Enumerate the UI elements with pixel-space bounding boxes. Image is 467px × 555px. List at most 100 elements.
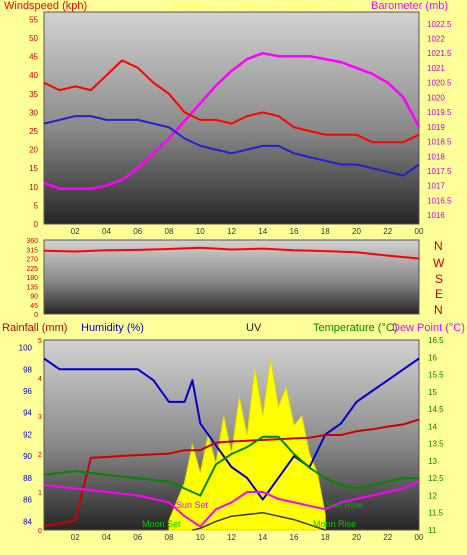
uv-title: UV <box>246 322 262 334</box>
barometer-title: Barometer (mb) <box>371 0 449 12</box>
temperature-y-tick: 12.5 <box>428 474 444 483</box>
time-x-tick: 12 <box>227 227 236 236</box>
time-x-tick: 18 <box>321 227 330 236</box>
humidity-y-tick: 94 <box>23 409 32 418</box>
moon-rise-label: Moon Rise <box>313 519 357 529</box>
temperature-y-tick: 13.5 <box>428 440 444 449</box>
time-x-tick: 10 <box>196 227 205 236</box>
rainfall-line <box>43 418 420 528</box>
wind-y-tick: 5 <box>34 201 39 210</box>
humidity-y-tick: 92 <box>23 430 32 439</box>
time-x-tick: 18 <box>321 533 330 542</box>
wind-y-tick: 55 <box>29 15 38 24</box>
direction-y-tick: 180 <box>26 275 38 282</box>
temperature-title: Temperature (°C) <box>313 322 398 334</box>
wind-y-tick: 35 <box>29 90 38 99</box>
temperature-y-tick: 13 <box>428 457 437 466</box>
solar-line <box>192 511 326 531</box>
time-x-tick: 10 <box>196 533 205 542</box>
time-x-tick: 00 <box>415 227 424 236</box>
time-x-tick: 06 <box>133 227 142 236</box>
barometer-y-tick: 1019 <box>427 123 445 132</box>
humidity-title: Humidity (%) <box>81 322 144 334</box>
barometer-y-tick: 1018.5 <box>427 138 452 147</box>
temperature-y-tick: 15.5 <box>428 371 444 380</box>
humidity-line <box>43 357 420 501</box>
time-x-tick: 22 <box>383 533 392 542</box>
barometer-y-tick: 1020.5 <box>427 79 452 88</box>
time-x-tick: 22 <box>383 227 392 236</box>
wind-y-tick: 50 <box>29 34 38 43</box>
time-x-tick: 02 <box>71 227 80 236</box>
temperature-y-tick: 14 <box>428 422 437 431</box>
barometer-y-tick: 1021 <box>427 64 445 73</box>
direction-label-n-bottom: N <box>434 303 443 317</box>
rainfall-y-tick: 0 <box>38 528 42 535</box>
time-x-tick: 16 <box>290 533 299 542</box>
time-x-tick: 08 <box>165 227 174 236</box>
rainfall-y-tick: 2 <box>38 452 42 459</box>
rainfall-title: Rainfall (mm) <box>2 322 68 334</box>
temperature-y-tick: 15 <box>428 388 437 397</box>
time-x-tick: 20 <box>352 533 361 542</box>
direction-label-e: E <box>435 287 444 301</box>
time-x-tick: 04 <box>102 227 111 236</box>
graph-date: 24 hour graph date: 24 October 2018 <box>170 0 352 12</box>
time-x-tick: 20 <box>352 227 361 236</box>
time-x-tick: 06 <box>133 533 142 542</box>
direction-y-tick: 225 <box>26 266 38 273</box>
rainfall-y-tick: 4 <box>38 376 42 383</box>
time-x-tick: 08 <box>165 533 174 542</box>
rainfall-y-tick: 3 <box>38 414 42 421</box>
time-x-tick: 16 <box>290 227 299 236</box>
windspeed-line <box>43 59 420 144</box>
barometer-y-tick: 1020 <box>427 93 445 102</box>
wind-y-tick: 15 <box>29 164 38 173</box>
direction-y-tick: 360 <box>26 238 38 245</box>
wind-y-tick: 25 <box>29 127 38 136</box>
moon-set-label: Moon Set <box>142 519 181 529</box>
time-x-tick: 12 <box>227 533 236 542</box>
wind-direction-line <box>43 246 420 260</box>
wind-y-tick: 20 <box>29 146 38 155</box>
barometer-y-tick: 1018 <box>427 152 445 161</box>
temperature-y-tick: 11 <box>428 526 437 535</box>
average-wind-line <box>43 115 420 177</box>
humidity-y-tick: 90 <box>23 452 32 461</box>
barometer-y-tick: 1021.5 <box>427 49 452 58</box>
rainfall-y-tick: 1 <box>38 490 42 497</box>
time-x-tick: 02 <box>71 533 80 542</box>
direction-label-n-top: N <box>434 239 443 253</box>
direction-y-tick: 90 <box>30 294 38 301</box>
direction-y-tick: 0 <box>34 312 38 319</box>
wind-y-tick: 45 <box>29 53 38 62</box>
wind-y-tick: 30 <box>29 108 38 117</box>
humidity-y-tick: 98 <box>23 365 32 374</box>
time-x-tick: 04 <box>102 533 111 542</box>
wind-y-tick: 40 <box>29 71 38 80</box>
temperature-y-tick: 12 <box>428 491 437 500</box>
barometer-line <box>43 51 421 190</box>
direction-y-tick: 45 <box>30 303 38 310</box>
barometer-y-tick: 1017 <box>427 182 445 191</box>
wind-y-tick: 10 <box>29 183 38 192</box>
direction-y-tick: 135 <box>26 284 38 291</box>
humidity-y-tick: 96 <box>23 387 32 396</box>
time-x-tick: 14 <box>258 533 267 542</box>
temperature-line <box>43 435 419 497</box>
dewpoint-title: Dew Point (°C) <box>392 322 465 334</box>
direction-y-tick: 315 <box>26 247 38 254</box>
barometer-y-tick: 1022.5 <box>427 20 452 29</box>
barometer-y-tick: 1017.5 <box>427 167 452 176</box>
direction-label-s: S <box>435 272 444 286</box>
humidity-y-tick: 86 <box>23 496 32 505</box>
barometer-y-tick: 1016.5 <box>427 196 452 205</box>
sun-rise-label: Sun Rise <box>326 500 363 510</box>
barometer-y-tick: 1016 <box>427 211 445 220</box>
temperature-y-tick: 11.5 <box>428 509 444 518</box>
windspeed-title: Windspeed (kph) <box>4 0 88 12</box>
time-x-tick: 00 <box>415 533 424 542</box>
humidity-y-tick: 88 <box>23 474 32 483</box>
barometer-y-tick: 1022 <box>427 35 445 44</box>
